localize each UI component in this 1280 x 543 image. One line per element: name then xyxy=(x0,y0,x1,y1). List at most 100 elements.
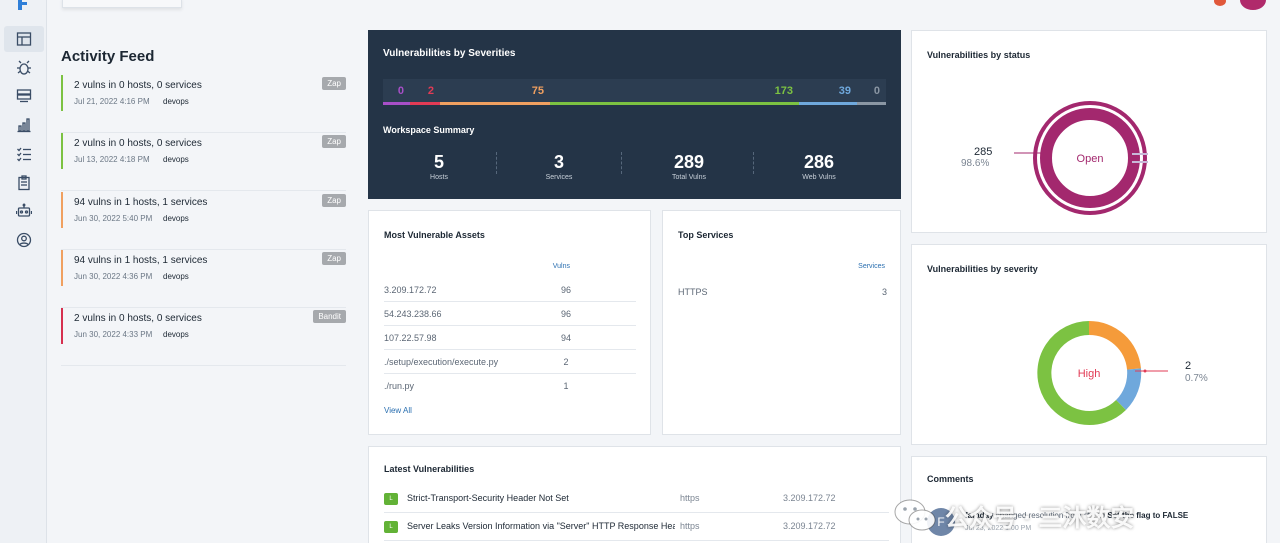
feed-item-accent-bar xyxy=(61,75,63,111)
asset-row[interactable]: 3.209.172.72 96 xyxy=(384,278,636,302)
vuln-service: https xyxy=(680,493,700,503)
watermark: 公众号 · 三沐数安 xyxy=(893,497,1134,533)
activity-feed-item[interactable]: 2 vulns in 0 hosts, 0 services Jul 13, 20… xyxy=(61,133,346,192)
automation-robot-icon[interactable] xyxy=(13,200,35,222)
workspace-stat-label: Services xyxy=(545,174,573,181)
comment-date: Jul 28, 2022 1:00 PM xyxy=(965,525,1032,532)
by-severity-title: Vulnerabilities by severity xyxy=(927,264,1038,274)
by-status-title: Vulnerabilities by status xyxy=(927,50,1031,60)
hosts-server-icon[interactable] xyxy=(13,85,35,107)
vulns-by-status-card: Vulnerabilities by status Open 285 98.6% xyxy=(911,30,1267,233)
severity-segment-value: 0 xyxy=(397,85,404,97)
comment-to-word: to xyxy=(1098,511,1106,520)
top-services-card: Top Services Services HTTPS 3 xyxy=(662,210,901,435)
feed-item-workspace[interactable]: devops xyxy=(163,330,189,340)
workspace-stat[interactable]: 3 Services xyxy=(494,152,624,181)
dashboard-nav-icon[interactable] xyxy=(4,26,44,52)
vulns-column-header: Vulns xyxy=(552,263,570,270)
top-services-title: Top Services xyxy=(678,230,734,240)
feed-item-summary: 2 vulns in 0 hosts, 0 services xyxy=(74,313,202,325)
wechat-logo-icon xyxy=(894,499,936,531)
watermark-text: 公众号 · 三沐数安 xyxy=(945,504,1135,532)
comment-user: faraday xyxy=(965,511,994,520)
severity-low-badge: L xyxy=(384,521,398,533)
comment-text[interactable]: faraday changed resolution from **** to … xyxy=(965,511,1188,520)
severity-bar: 0 2 75 173 39 0 xyxy=(383,79,886,105)
severity-count: 2 xyxy=(1185,360,1192,372)
severity-low-slice[interactable] xyxy=(1037,321,1126,425)
severity-segment[interactable]: 2 xyxy=(410,79,440,105)
top-service-row[interactable]: HTTPS 3 xyxy=(678,287,887,297)
latest-vuln-row[interactable]: L Server Leaks Version Information via "S… xyxy=(384,513,889,541)
comments-card: Comments F faraday changed resolution fr… xyxy=(911,456,1267,543)
latest-vuln-row[interactable]: L Strict-Transport-Security Header Not Se… xyxy=(384,485,889,513)
activity-feed-item[interactable]: 2 vulns in 0 hosts, 0 services Jul 21, 20… xyxy=(61,75,346,133)
asset-name: 54.243.238.66 xyxy=(384,309,442,319)
faraday-logo-icon xyxy=(18,0,28,10)
severity-percent: 0.7% xyxy=(1185,373,1208,384)
notification-badge[interactable] xyxy=(1214,0,1226,6)
severity-low-badge: L xyxy=(384,493,398,505)
status-callout-dot xyxy=(1040,151,1044,155)
sidebar xyxy=(0,0,47,543)
asset-row[interactable]: ./setup/execution/execute.py 2 xyxy=(384,350,636,374)
severity-segment[interactable]: 173 xyxy=(550,79,799,105)
activity-feed-item[interactable]: 2 vulns in 0 hosts, 0 services Jun 30, 20… xyxy=(61,308,346,367)
workspace-stat[interactable]: 5 Hosts xyxy=(374,152,504,181)
severity-segment[interactable]: 75 xyxy=(440,79,550,105)
asset-row[interactable]: 107.22.57.98 94 xyxy=(384,326,636,350)
feed-item-accent-bar xyxy=(61,249,63,286)
workspace-stat-label: Hosts xyxy=(430,174,448,181)
most-vulnerable-assets-card: Most Vulnerable Assets Vulns 3.209.172.7… xyxy=(368,210,651,435)
asset-vuln-count: 96 xyxy=(560,309,571,319)
activity-feed-item[interactable]: 94 vulns in 1 hosts, 1 services Jun 30, 2… xyxy=(61,191,346,250)
feed-item-date: Jun 30, 2022 5:40 PM xyxy=(74,213,153,223)
feed-item-summary: 94 vulns in 1 hosts, 1 services xyxy=(74,196,208,208)
most-vulnerable-title: Most Vulnerable Assets xyxy=(384,230,485,240)
workspace-stat[interactable]: 286 Web Vulns xyxy=(754,152,884,181)
feed-item-workspace[interactable]: devops xyxy=(163,155,189,165)
feed-item-workspace[interactable]: devops xyxy=(163,213,189,223)
user-account-icon[interactable] xyxy=(13,229,35,251)
asset-name: ./setup/execution/execute.py xyxy=(384,357,499,367)
status-donut-chart: Open xyxy=(1014,101,1148,215)
severities-panel: Vulnerabilities by Severities 0 2 75 173 39 0… xyxy=(368,30,901,199)
severity-info-slice[interactable] xyxy=(1115,368,1142,410)
activity-feed-item[interactable]: 94 vulns in 1 hosts, 1 services Jun 30, 2… xyxy=(61,249,346,308)
reports-clipboard-icon[interactable] xyxy=(13,172,35,194)
severity-segment[interactable]: 39 xyxy=(799,79,857,105)
feed-item-date: Jun 30, 2022 4:33 PM xyxy=(74,330,153,340)
workspace-summary-title: Workspace Summary xyxy=(383,125,475,135)
workspace-stat-divider xyxy=(496,152,497,174)
status-other-slice[interactable] xyxy=(1132,153,1148,163)
severity-center-label: High xyxy=(1078,368,1101,380)
status-open-slice[interactable] xyxy=(1040,108,1140,208)
feed-item-tool-tag: Bandit xyxy=(313,310,346,324)
feed-item-date: Jul 21, 2022 4:16 PM xyxy=(74,97,150,106)
feed-item-accent-bar xyxy=(61,191,63,228)
severity-medium-slice[interactable] xyxy=(1088,320,1141,370)
severity-segment[interactable]: 0 xyxy=(857,79,886,105)
severity-segment-value: 173 xyxy=(774,85,793,97)
vulnerabilities-bug-icon[interactable] xyxy=(13,57,35,79)
user-avatar[interactable] xyxy=(1240,0,1266,10)
feed-item-workspace[interactable]: devops xyxy=(163,97,189,106)
checklist-icon[interactable] xyxy=(13,143,35,165)
feed-item-date: Jun 30, 2022 4:36 PM xyxy=(74,271,153,281)
workspace-selector[interactable] xyxy=(62,0,182,8)
view-all-link[interactable]: View All xyxy=(384,406,412,415)
asset-row[interactable]: ./run.py 1 xyxy=(384,374,636,398)
severity-segment-value: 0 xyxy=(873,85,880,97)
severity-segment-value: 39 xyxy=(838,85,851,97)
asset-row[interactable]: 54.243.238.66 96 xyxy=(384,302,636,326)
severity-segment-value: 2 xyxy=(427,85,434,97)
analytics-chart-icon[interactable] xyxy=(13,114,35,136)
workspace-stat[interactable]: 289 Total Vulns xyxy=(624,152,754,181)
comment-to: Set the flag to FALSE xyxy=(1107,511,1189,520)
status-center-label: Open xyxy=(1077,153,1104,165)
feed-item-workspace[interactable]: devops xyxy=(163,271,189,281)
workspace-stat-value: 5 xyxy=(433,152,444,172)
vuln-name: Server Leaks Version Information via "Se… xyxy=(407,521,675,531)
severity-segment[interactable]: 0 xyxy=(383,79,410,105)
latest-vulns-title: Latest Vulnerabilities xyxy=(384,464,475,474)
